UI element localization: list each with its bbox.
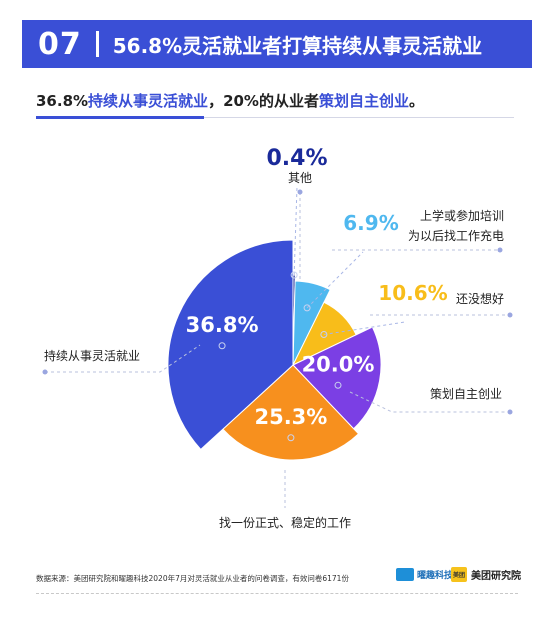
category-label: 找一份正式、稳定的工作 [219, 515, 351, 530]
slice-dot [320, 331, 328, 339]
pie-slice [292, 326, 382, 430]
brand-meituan-label: 美团研究院 [471, 571, 521, 582]
subtitle-part5: 。 [408, 92, 424, 110]
header-bar: 07 56.8%灵活就业者打算持续从事灵活就业 [22, 20, 532, 68]
data-label: 20.0% [302, 352, 375, 376]
page-title: 56.8%灵活就业者打算持续从事灵活就业 [112, 33, 483, 58]
section-number: 07 [38, 26, 82, 62]
yaoqu-logo-icon [396, 568, 414, 581]
subtitle-part1: 36.8% [36, 92, 89, 110]
category-label: 为以后找工作充电 [408, 228, 504, 243]
subtitle-underline [36, 116, 204, 119]
subtitle-part3: ，20%的从业者 [208, 92, 319, 110]
pie-slice [292, 280, 331, 366]
category-label: 持续从事灵活就业 [44, 348, 140, 363]
category-label: 上学或参加培训 [420, 208, 504, 223]
data-label: 25.3% [254, 405, 327, 429]
subtitle-highlight-2: 策划自主创业 [318, 92, 409, 110]
brand-yaoqu: 曜趣科技 [396, 568, 453, 581]
leader-line [293, 186, 298, 276]
subtitle: 36.8%持续从事灵活就业，20%的从业者策划自主创业。 [36, 90, 424, 111]
data-label: 36.8% [186, 313, 259, 337]
brand-meituan: 美团 美团研究院 [451, 567, 521, 582]
guide-dot [297, 189, 303, 195]
meituan-logo-icon: 美团 [451, 567, 467, 582]
guide-dot [42, 369, 48, 375]
pie-slice [167, 239, 294, 451]
source-note: 数据来源：美团研究院和曜趣科技2020年7月对灵活就业从业者的问卷调查，有效问卷… [36, 574, 349, 583]
guide-dot [507, 312, 513, 318]
data-label: 10.6% [378, 281, 447, 305]
subtitle-rule [204, 117, 514, 118]
pie-chart: 0.4% 6.9% 10.6% 20.0% 25.3% 36.8% 其他还没想好策划自主创业… [42, 146, 513, 530]
category-label: 还没想好 [456, 291, 504, 306]
header-divider [95, 31, 99, 57]
data-label: 0.4% [266, 146, 327, 171]
leader-line [306, 251, 364, 309]
brand-yaoqu-label: 曜趣科技 [417, 571, 454, 581]
footer-divider [36, 593, 518, 594]
guide-dot [497, 247, 503, 253]
slice-dot [334, 381, 342, 389]
guide-dot [507, 409, 513, 415]
slice-dot [287, 434, 295, 442]
guide-line [45, 344, 201, 373]
category-label: 策划自主创业 [430, 387, 502, 401]
slice-dot [290, 271, 298, 279]
category-label: 其他 [288, 171, 312, 185]
slice-dot [303, 304, 311, 312]
data-label: 6.9% [343, 211, 398, 235]
slice-dot [218, 342, 226, 350]
leader-line [323, 321, 406, 335]
pie-slice [222, 364, 360, 461]
subtitle-highlight-1: 持续从事灵活就业 [88, 92, 209, 110]
